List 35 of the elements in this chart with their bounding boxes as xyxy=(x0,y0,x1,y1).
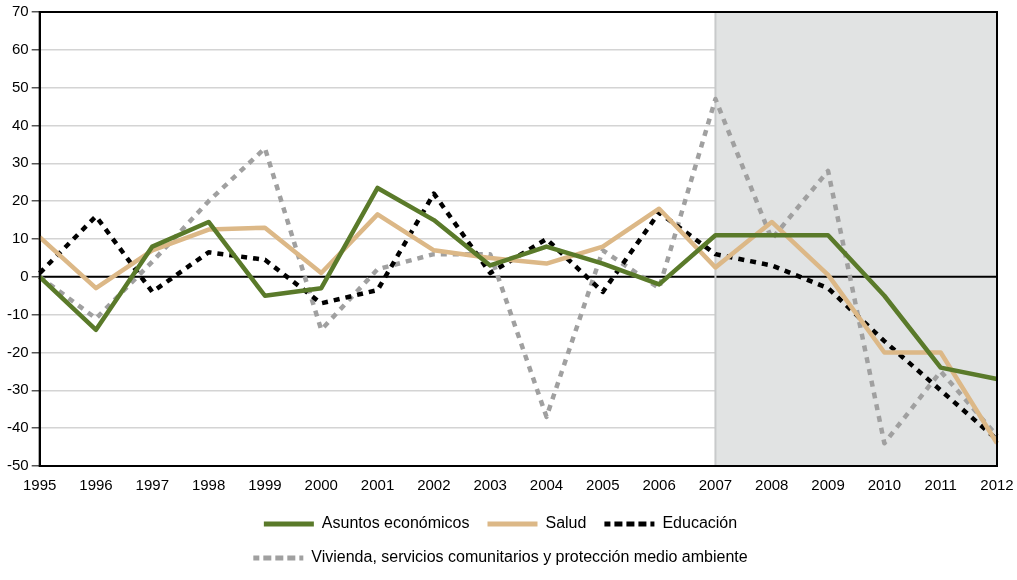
x-tick-label: 2007 xyxy=(698,476,733,494)
y-tick-label: 40 xyxy=(11,115,29,133)
y-tick-label: 70 xyxy=(11,2,29,20)
y-tick-label: -40 xyxy=(6,418,29,436)
x-tick-label: 2001 xyxy=(360,476,395,494)
x-tick-label: 2011 xyxy=(924,476,957,494)
y-tick-label: -10 xyxy=(6,304,29,322)
x-tick-label: 2008 xyxy=(755,476,789,494)
legend-label: Educación xyxy=(662,514,738,532)
x-tick-label: 2004 xyxy=(529,476,564,494)
x-tick-label: 2010 xyxy=(867,476,902,494)
y-tick-label: -20 xyxy=(6,342,29,360)
x-tick-label: 1995 xyxy=(22,476,57,494)
y-tick-label: 10 xyxy=(11,229,29,247)
y-tick-label: -50 xyxy=(6,456,29,474)
y-tick-label: 30 xyxy=(11,153,29,171)
x-tick-label: 1999 xyxy=(248,476,282,494)
x-tick-label: 1996 xyxy=(79,476,113,494)
y-tick-label: 20 xyxy=(11,191,29,209)
x-tick-label: 2006 xyxy=(642,476,676,494)
x-tick-label: 2003 xyxy=(473,476,507,494)
legend-label: Asuntos económicos xyxy=(321,514,470,532)
x-tick-label: 2009 xyxy=(811,476,845,494)
y-tick-label: 50 xyxy=(11,77,29,95)
x-tick-label: 2005 xyxy=(586,476,620,494)
y-tick-label: 60 xyxy=(11,39,29,57)
y-tick-label: 0 xyxy=(20,266,29,284)
x-tick-label: 1997 xyxy=(135,476,169,494)
legend-label: Salud xyxy=(545,514,587,532)
x-tick-label: 2012 xyxy=(980,476,1014,494)
x-tick-label: 1998 xyxy=(191,476,226,494)
legend-label: Vivienda, servicios comunitarios y protección medio ambiente xyxy=(311,548,748,566)
y-tick-label: -30 xyxy=(6,380,29,398)
x-tick-label: 2000 xyxy=(304,476,338,494)
x-tick-label: 2002 xyxy=(417,476,451,494)
